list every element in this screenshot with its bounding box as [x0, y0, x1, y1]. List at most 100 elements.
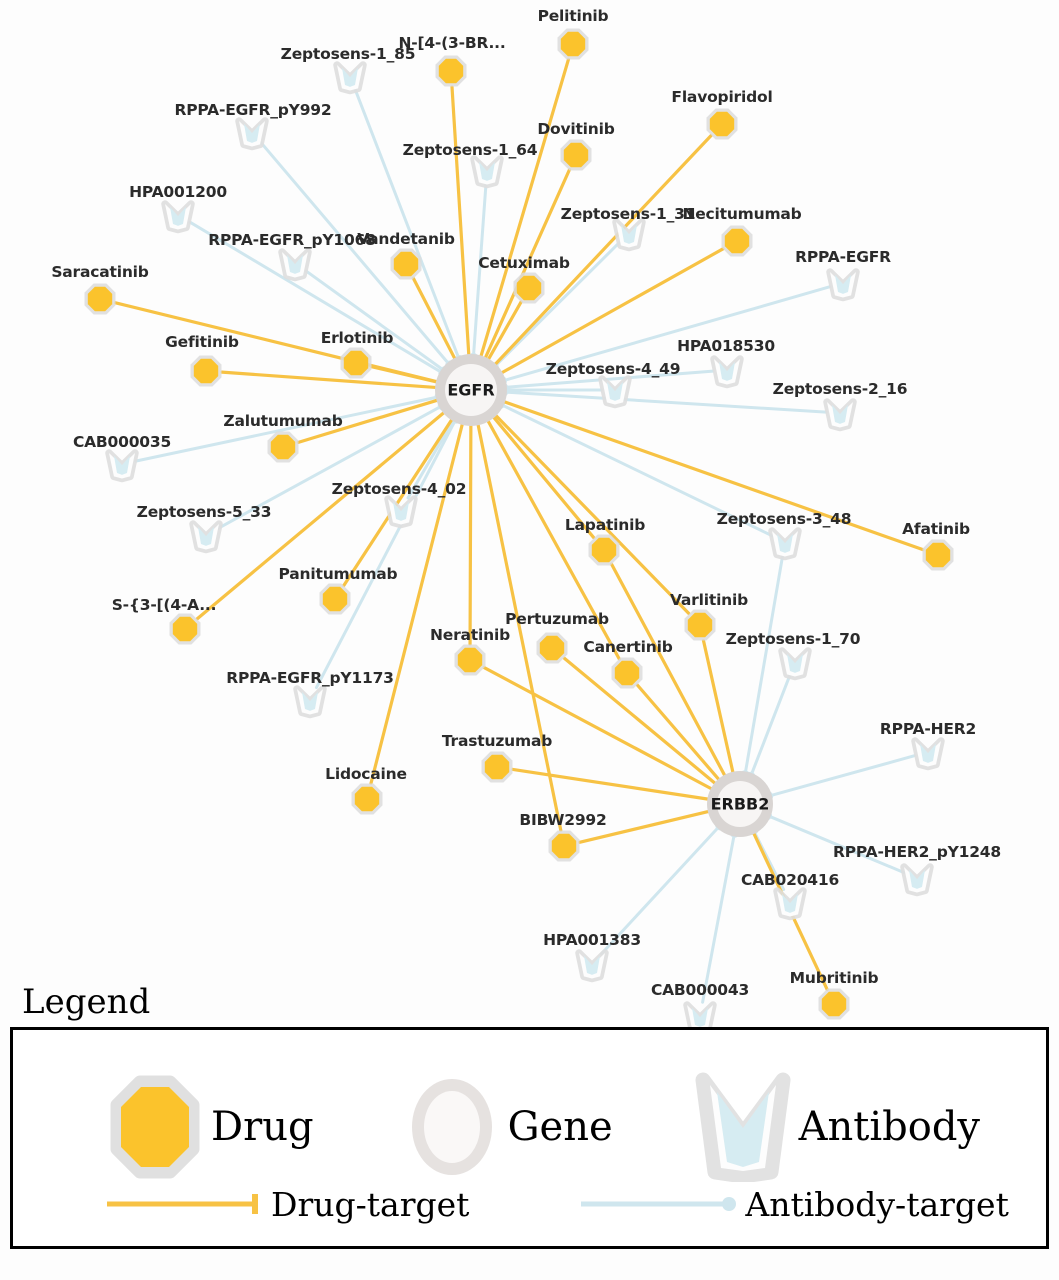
drug-node[interactable] — [818, 988, 850, 1020]
vee-chevron-icon — [695, 1072, 791, 1182]
antibody-node[interactable] — [598, 375, 632, 409]
antibody-node[interactable] — [773, 887, 807, 921]
legend-label-antibody: Antibody — [798, 1103, 981, 1150]
legend-item-antibody: Antibody — [693, 1072, 980, 1182]
drug-node[interactable] — [560, 139, 592, 171]
octagon-icon — [110, 1075, 200, 1179]
legend-title: Legend — [22, 982, 151, 1022]
drug-target-edge — [342, 415, 456, 588]
legend-item-antibody-target: Antibody-target — [579, 1184, 1009, 1224]
drug-node[interactable] — [684, 609, 716, 641]
drug-target-edge — [562, 656, 720, 788]
antibody-node[interactable] — [333, 61, 367, 95]
antibody-node[interactable] — [470, 155, 504, 189]
antibody-node[interactable] — [768, 527, 802, 561]
drug-node[interactable] — [169, 613, 201, 645]
edges-layer — [113, 57, 925, 1004]
drug-target-edge — [511, 767, 713, 802]
legend-label-gene: Gene — [507, 1103, 613, 1150]
antibody-node[interactable] — [278, 248, 312, 282]
legend-item-drug: Drug — [105, 1072, 314, 1182]
antibody-node[interactable] — [235, 117, 269, 151]
drug-node[interactable] — [454, 644, 486, 676]
antibody-target-edge — [761, 809, 906, 875]
antibody-node[interactable] — [384, 495, 418, 529]
gene-node-label: EGFR — [447, 380, 495, 400]
drug-node[interactable] — [84, 283, 116, 315]
drug-target-edge — [369, 365, 442, 385]
antibody-target-edge-icon — [581, 1197, 737, 1212]
drug-target-edge — [491, 134, 713, 369]
drug-target-edge — [369, 419, 465, 786]
antibody-node[interactable] — [823, 398, 857, 432]
drug-node[interactable] — [721, 225, 753, 257]
drug-node[interactable] — [513, 272, 545, 304]
drug-node[interactable] — [548, 830, 580, 862]
drug-node[interactable] — [340, 347, 372, 379]
antibody-target-edge — [353, 87, 465, 366]
antibody-target-edge — [762, 754, 917, 802]
antibody-target-edge — [314, 413, 462, 690]
antibody-node[interactable] — [612, 218, 646, 252]
antibody-node[interactable] — [778, 647, 812, 681]
antibody-target-edge — [496, 285, 832, 387]
drug-target-edge — [195, 408, 449, 621]
antibody-node[interactable] — [575, 949, 609, 983]
antibody-node[interactable] — [161, 200, 195, 234]
drug-node[interactable] — [611, 657, 643, 689]
drug-target-edge — [489, 413, 596, 540]
antibody-node[interactable] — [900, 863, 934, 897]
legend-item-drug-target: Drug-target — [105, 1188, 469, 1221]
drug-target-edge — [491, 411, 691, 616]
legend-item-gene: Gene — [402, 1072, 613, 1182]
drug-node[interactable] — [190, 355, 222, 387]
drug-node[interactable] — [922, 539, 954, 571]
drug-node[interactable] — [536, 632, 568, 664]
drug-target-edge — [499, 399, 925, 552]
drug-target-edge — [484, 416, 621, 661]
drug-target-edge — [450, 85, 471, 360]
drug-target-edge — [475, 419, 563, 832]
antibody-node[interactable] — [826, 268, 860, 302]
gene-node[interactable] — [435, 354, 507, 426]
drug-node[interactable] — [588, 534, 620, 566]
legend-label-antibody-target: Antibody-target — [745, 1184, 1009, 1224]
drug-node[interactable] — [435, 55, 467, 87]
legend-label-drug: Drug — [211, 1103, 314, 1150]
legend-label-drug-target: Drug-target — [271, 1184, 470, 1224]
network-graph-canvas[interactable] — [0, 0, 1059, 1030]
antibody-node[interactable] — [105, 449, 139, 483]
drug-target-edge — [482, 168, 572, 363]
drug-node[interactable] — [351, 783, 383, 815]
drug-node[interactable] — [319, 583, 351, 615]
antibody-node[interactable] — [710, 355, 744, 389]
antibody-target-edge — [468, 182, 488, 364]
nodes-layer — [84, 28, 954, 1030]
legend-shapes-row: Drug Gene Antibody — [105, 1072, 980, 1182]
antibody-node[interactable] — [293, 685, 327, 719]
drug-target-edge — [497, 247, 725, 376]
drug-node[interactable] — [267, 431, 299, 463]
drug-target-edge — [701, 639, 736, 778]
drug-target-edge — [485, 300, 523, 364]
drug-target-edge — [577, 809, 714, 844]
drug-target-edge — [220, 370, 441, 390]
drug-node[interactable] — [557, 28, 589, 60]
drug-target-edge — [468, 420, 473, 646]
gene-node-label: ERBB2 — [710, 794, 770, 814]
drug-node[interactable] — [390, 248, 422, 280]
legend-box: Drug Gene Antibody — [10, 1026, 1049, 1249]
drug-target-edge — [609, 562, 728, 781]
drug-target-edge — [411, 276, 458, 364]
drug-node[interactable] — [706, 108, 738, 140]
antibody-node[interactable] — [911, 737, 945, 771]
legend: Legend Drug Gene — [0, 982, 1059, 1249]
antibody-target-edge — [188, 220, 449, 379]
drug-target-edge — [482, 665, 717, 792]
drug-node[interactable] — [481, 751, 513, 783]
drug-target-edge — [635, 683, 723, 784]
legend-edges-row: Drug-target Antibody-target — [105, 1188, 1009, 1221]
gene-node[interactable] — [707, 771, 773, 837]
antibody-node[interactable] — [189, 520, 223, 554]
antibody-target-edge — [600, 820, 726, 956]
